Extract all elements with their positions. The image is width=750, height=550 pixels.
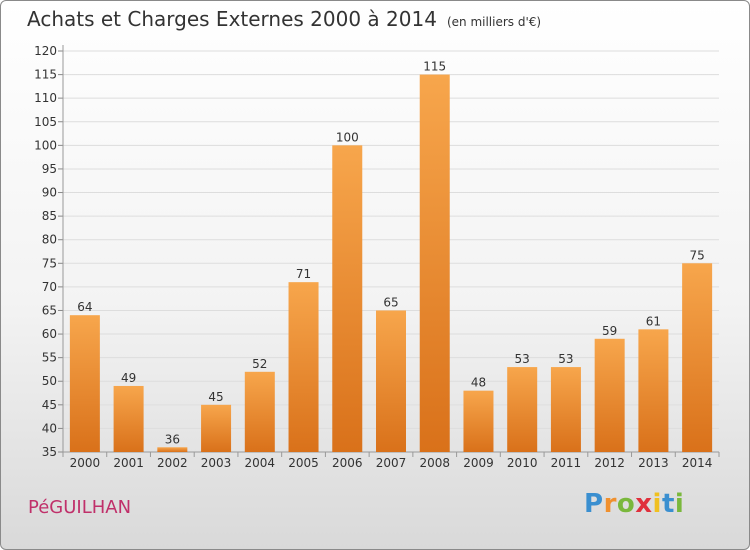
bar-2012 — [594, 338, 625, 452]
y-tick-label: 75 — [42, 256, 57, 270]
bar-2011 — [550, 367, 581, 452]
bar-2001 — [113, 385, 144, 452]
data-label-2006: 100 — [336, 130, 359, 144]
data-label-2009: 48 — [471, 376, 486, 390]
x-tick-label-2010: 2010 — [507, 456, 538, 470]
data-label-2003: 45 — [208, 390, 223, 404]
y-tick-label: 50 — [42, 374, 57, 388]
y-tick-label: 110 — [34, 91, 57, 105]
x-tick-label-2012: 2012 — [594, 456, 625, 470]
y-tick-label: 115 — [34, 68, 57, 82]
y-tick-label: 120 — [34, 44, 57, 58]
brand-letter: x — [635, 489, 653, 519]
bar-2003 — [201, 404, 232, 452]
bar-2009 — [463, 390, 494, 452]
y-tick-label: 40 — [42, 421, 57, 435]
y-tick-label: 105 — [34, 115, 57, 129]
data-label-2005: 71 — [296, 267, 311, 281]
x-tick-label-2003: 2003 — [201, 456, 232, 470]
bars — [69, 74, 713, 453]
bar-2013 — [638, 329, 669, 452]
chart-unit: (en milliers d'€) — [446, 15, 542, 29]
x-tick-label-2001: 2001 — [113, 456, 144, 470]
y-tick-label: 35 — [42, 445, 57, 459]
data-label-2001: 49 — [121, 371, 136, 385]
x-tick-label-2013: 2013 — [638, 456, 669, 470]
y-tick-label: 100 — [34, 138, 57, 152]
chart-title-text: Achats et Charges Externes 2000 à 2014 — [27, 7, 437, 31]
bar-2010 — [507, 367, 538, 452]
y-tick-label: 45 — [42, 398, 57, 412]
data-label-2014: 75 — [689, 248, 704, 262]
data-label-2004: 52 — [252, 357, 267, 371]
bar-2014 — [682, 263, 713, 452]
bar-2006 — [332, 145, 363, 452]
x-tick-label-2009: 2009 — [463, 456, 494, 470]
bar-2002 — [157, 447, 188, 452]
data-label-2008: 115 — [423, 60, 446, 74]
bar-2004 — [244, 371, 275, 452]
y-tick-label: 70 — [42, 280, 57, 294]
brand-letter: i — [652, 489, 662, 519]
data-label-2007: 65 — [383, 295, 398, 309]
y-tick-label: 90 — [42, 186, 57, 200]
y-tick-label: 80 — [42, 233, 57, 247]
brand-letter: o — [616, 489, 636, 519]
x-tick-label-2005: 2005 — [288, 456, 319, 470]
data-label-2000: 64 — [77, 300, 92, 314]
x-tick-label-2000: 2000 — [70, 456, 101, 470]
y-tick-label: 85 — [42, 209, 57, 223]
bar-2000 — [69, 315, 100, 452]
y-tick-label: 60 — [42, 327, 57, 341]
y-tick-label: 55 — [42, 351, 57, 365]
x-tick-label-2002: 2002 — [157, 456, 188, 470]
x-tick-label-2011: 2011 — [551, 456, 582, 470]
bar-2008 — [419, 74, 450, 453]
data-label-2013: 61 — [646, 314, 661, 328]
data-label-2010: 53 — [515, 352, 530, 366]
brand-letter: t — [661, 489, 675, 519]
bar-2005 — [288, 282, 319, 452]
x-tick-label-2007: 2007 — [376, 456, 407, 470]
brand-logo: Proxiti — [584, 489, 684, 519]
labels: 35 40 45 50 55 60 65 70 75 80 85 90 95 100 105 110 115 12… — [34, 44, 712, 470]
bar-2007 — [376, 310, 406, 452]
y-tick-label: 95 — [42, 162, 57, 176]
x-tick-label-2004: 2004 — [245, 456, 276, 470]
data-label-2012: 59 — [602, 324, 617, 338]
data-label-2011: 53 — [558, 352, 573, 366]
place-name: PéGUILHAN — [28, 497, 132, 518]
brand-letter: i — [674, 489, 685, 519]
y-tick-label: 65 — [42, 303, 57, 317]
x-tick-label-2014: 2014 — [682, 456, 713, 470]
chart-title: Achats et Charges Externes 2000 à 2014 (e… — [27, 7, 541, 31]
x-tick-label-2006: 2006 — [332, 456, 363, 470]
brand-letter: P — [584, 489, 604, 519]
brand-letter: r — [603, 489, 617, 519]
x-tick-label-2008: 2008 — [419, 456, 450, 470]
data-label-2002: 36 — [165, 432, 180, 446]
